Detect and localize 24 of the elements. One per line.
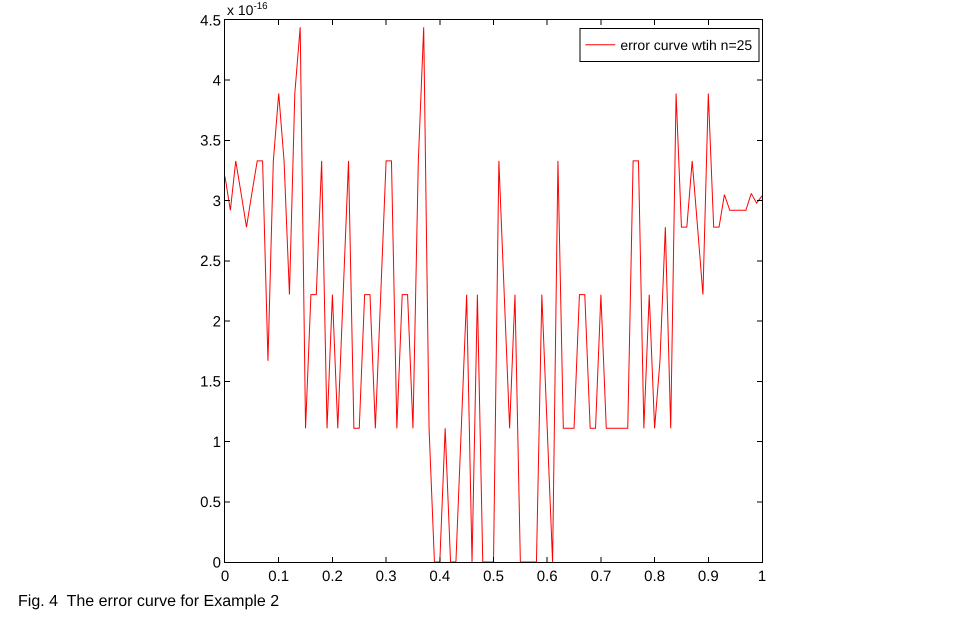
x-tick-label: 0.1	[268, 568, 290, 585]
y-tick-label: 1	[212, 434, 221, 451]
caption: Fig. 4 The error curve for Example 2	[18, 593, 280, 610]
y-tick-label: 2.5	[200, 253, 221, 270]
y-tick-label: 0	[212, 554, 221, 572]
x-tick-label: 1	[758, 568, 766, 585]
line-series	[225, 26, 762, 562]
y-tick-label: 1.5	[200, 374, 221, 391]
y-tick-label: 3.5	[200, 132, 221, 150]
y-tick-label: 4.5	[200, 12, 221, 30]
text: x 10$^{-16}$	[227, 1, 268, 18]
x-tick-label: 0.8	[644, 568, 666, 585]
legend-label: error curve wtih n=25	[620, 37, 752, 54]
y-tick-label: 3	[212, 192, 221, 210]
y-tick-label: 4	[212, 72, 221, 90]
x-tick-label: 0.7	[590, 568, 612, 585]
x-tick-label: 0.9	[698, 568, 719, 585]
x-tick-label: 0.6	[536, 568, 558, 585]
x-tick-label: 0.5	[483, 568, 504, 585]
y-tick-label: 0.5	[200, 494, 221, 512]
x-tick-label: 0.2	[322, 568, 343, 585]
y-tick-label: 2	[212, 313, 221, 330]
x-tick-label: 0.4	[429, 568, 450, 585]
x-tick-label: 0.3	[376, 568, 397, 585]
